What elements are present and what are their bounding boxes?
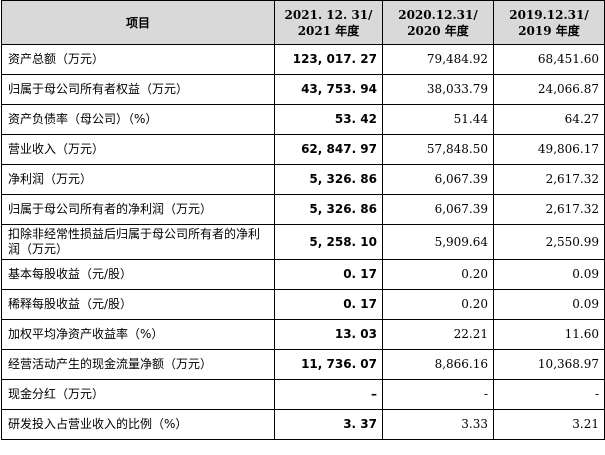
value-2019: 2,617.32: [493, 164, 605, 195]
value-2020: 57,848.50: [382, 134, 494, 165]
row-label: 扣除非经常性损益后归属于母公司所有者的净利润（万元）: [1, 224, 275, 260]
header-2020-year: 2020 年度: [407, 23, 469, 38]
value-2020: 51.44: [382, 104, 494, 135]
value-2021: 11, 736. 07: [274, 349, 383, 380]
header-2021-year: 2021 年度: [297, 23, 360, 38]
financial-data-table: 项目 2021. 12. 31/ 2021 年度 2020.12.31/ 202…: [1, 0, 605, 440]
value-2019: 64.27: [493, 104, 605, 135]
value-2021: 3. 37: [274, 409, 383, 440]
row-label: 基本每股收益（元/股）: [1, 259, 275, 290]
value-2020: 3.33: [382, 409, 494, 440]
header-2020-date: 2020.12.31/: [398, 7, 478, 22]
value-2019: 3.21: [493, 409, 605, 440]
value-2021: 43, 753. 94: [274, 74, 383, 105]
table-row: 资产负债率（母公司）（%） 53. 42 51.44 64.27: [1, 104, 605, 135]
value-2019: 24,066.87: [493, 74, 605, 105]
table-row: 归属于母公司所有者权益（万元） 43, 753. 94 38,033.79 24…: [1, 74, 605, 105]
value-2021: 62, 847. 97: [274, 134, 383, 165]
header-2019: 2019.12.31/ 2019 年度: [493, 0, 605, 45]
value-2020: 8,866.16: [382, 349, 494, 380]
header-2019-date: 2019.12.31/: [509, 7, 589, 22]
value-2021: 5, 326. 86: [274, 164, 383, 195]
table-row: 归属于母公司所有者的净利润（万元） 5, 326. 86 6,067.39 2,…: [1, 194, 605, 225]
row-label: 净利润（万元）: [1, 164, 275, 195]
table-row: 净利润（万元） 5, 326. 86 6,067.39 2,617.32: [1, 164, 605, 195]
table-row: 研发投入占营业收入的比例（%） 3. 37 3.33 3.21: [1, 409, 605, 440]
table-row: 现金分红（万元） – - -: [1, 379, 605, 410]
value-2021: 0. 17: [274, 259, 383, 290]
header-2019-year: 2019 年度: [518, 23, 580, 38]
row-label: 归属于母公司所有者的净利润（万元）: [1, 194, 275, 225]
value-2020: 0.20: [382, 289, 494, 320]
value-2020: 0.20: [382, 259, 494, 290]
value-2020: 22.21: [382, 319, 494, 350]
value-2019: 49,806.17: [493, 134, 605, 165]
value-2021: 53. 42: [274, 104, 383, 135]
value-2021: 123, 017. 27: [274, 44, 383, 75]
value-2019: 68,451.60: [493, 44, 605, 75]
row-label: 经营活动产生的现金流量净额（万元）: [1, 349, 275, 380]
value-2021: –: [274, 379, 383, 410]
value-2021: 5, 258. 10: [274, 224, 383, 260]
value-2019: -: [493, 379, 605, 410]
value-2019: 0.09: [493, 259, 605, 290]
value-2021: 5, 326. 86: [274, 194, 383, 225]
value-2019: 2,617.32: [493, 194, 605, 225]
header-2021-date: 2021. 12. 31/: [284, 7, 373, 22]
header-2020: 2020.12.31/ 2020 年度: [382, 0, 494, 45]
table-row: 营业收入（万元） 62, 847. 97 57,848.50 49,806.17: [1, 134, 605, 165]
table-row: 扣除非经常性损益后归属于母公司所有者的净利润（万元） 5, 258. 10 5,…: [1, 224, 605, 260]
value-2019: 2,550.99: [493, 224, 605, 260]
value-2021: 0. 17: [274, 289, 383, 320]
value-2019: 11.60: [493, 319, 605, 350]
header-item: 项目: [1, 0, 275, 45]
table-row: 加权平均净资产收益率（%） 13. 03 22.21 11.60: [1, 319, 605, 350]
row-label: 营业收入（万元）: [1, 134, 275, 165]
row-label: 研发投入占营业收入的比例（%）: [1, 409, 275, 440]
row-label: 资产负债率（母公司）（%）: [1, 104, 275, 135]
value-2019: 0.09: [493, 289, 605, 320]
row-label: 现金分红（万元）: [1, 379, 275, 410]
row-label: 稀释每股收益（元/股）: [1, 289, 275, 320]
table-row: 经营活动产生的现金流量净额（万元） 11, 736. 07 8,866.16 1…: [1, 349, 605, 380]
table-row: 资产总额（万元） 123, 017. 27 79,484.92 68,451.6…: [1, 44, 605, 75]
header-row: 项目 2021. 12. 31/ 2021 年度 2020.12.31/ 202…: [1, 0, 605, 45]
row-label: 资产总额（万元）: [1, 44, 275, 75]
value-2020: -: [382, 379, 494, 410]
value-2021: 13. 03: [274, 319, 383, 350]
value-2020: 6,067.39: [382, 164, 494, 195]
value-2020: 6,067.39: [382, 194, 494, 225]
value-2020: 79,484.92: [382, 44, 494, 75]
value-2020: 5,909.64: [382, 224, 494, 260]
table-row: 稀释每股收益（元/股） 0. 17 0.20 0.09: [1, 289, 605, 320]
row-label: 加权平均净资产收益率（%）: [1, 319, 275, 350]
value-2019: 10,368.97: [493, 349, 605, 380]
table-row: 基本每股收益（元/股） 0. 17 0.20 0.09: [1, 259, 605, 290]
value-2020: 38,033.79: [382, 74, 494, 105]
header-2021: 2021. 12. 31/ 2021 年度: [274, 0, 383, 45]
row-label: 归属于母公司所有者权益（万元）: [1, 74, 275, 105]
